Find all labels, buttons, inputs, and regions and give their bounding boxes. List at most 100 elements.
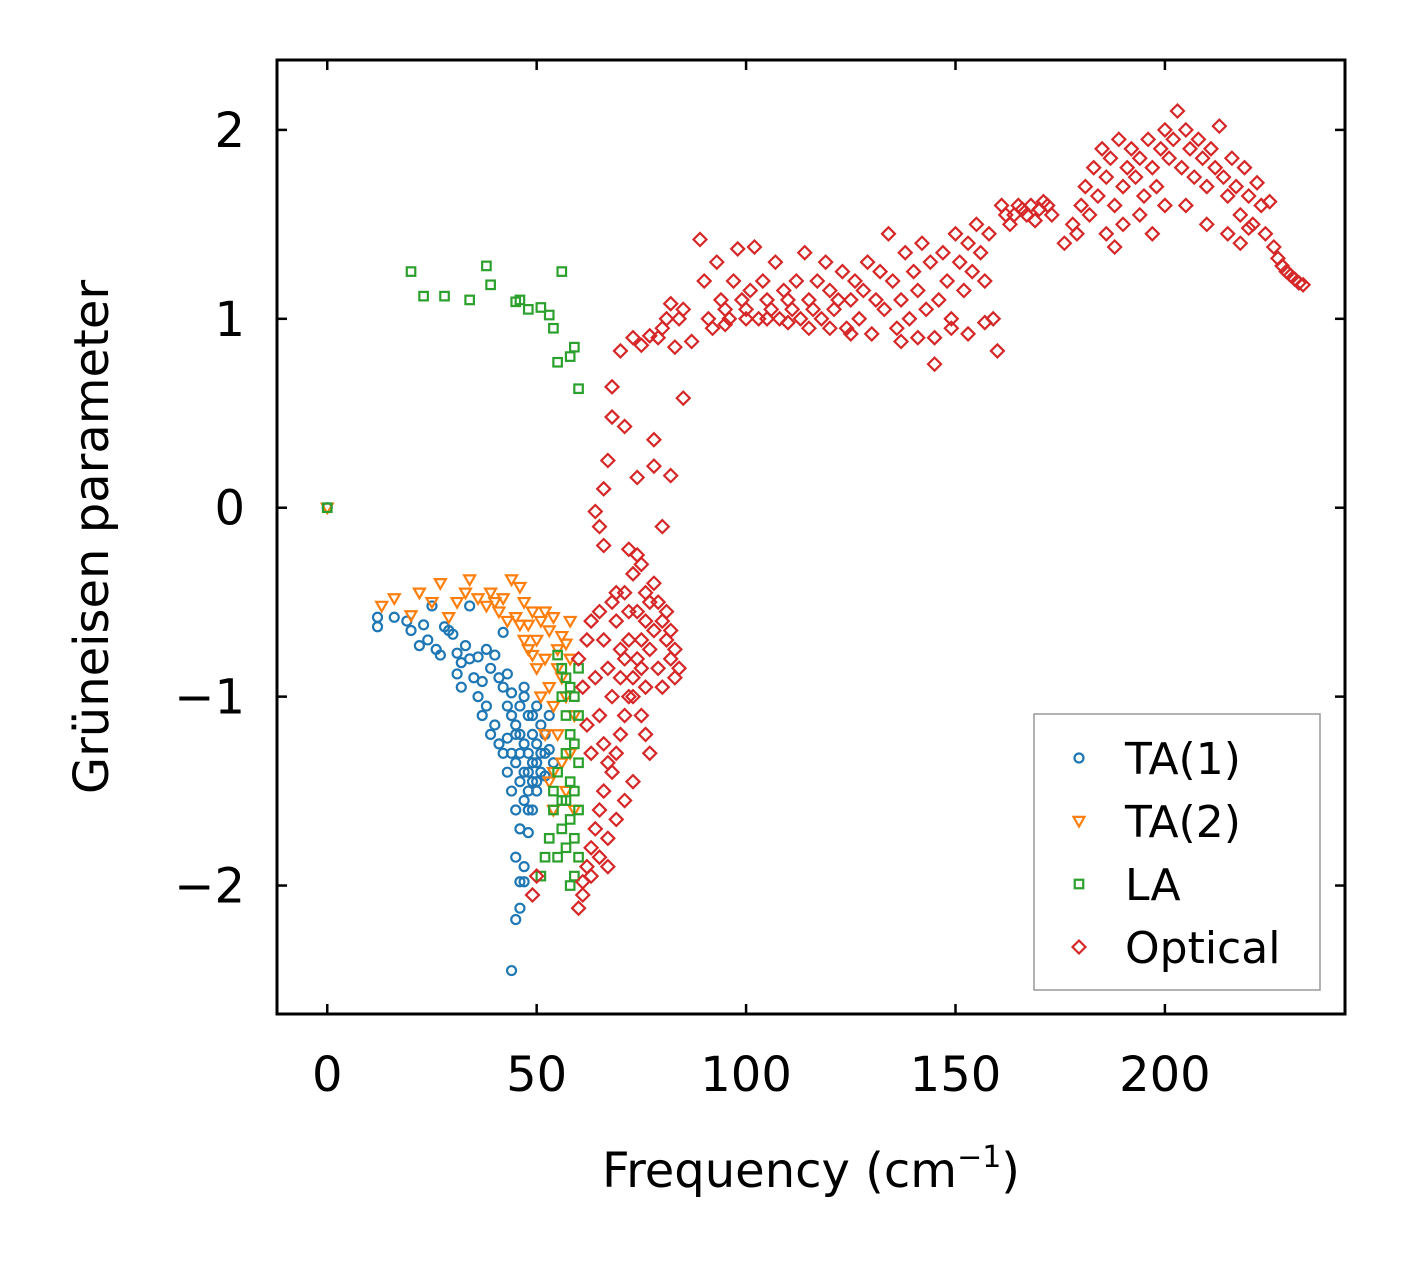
data-point <box>624 688 642 705</box>
data-point <box>541 625 557 639</box>
data-point <box>472 651 484 663</box>
data-point <box>528 868 545 885</box>
data-point <box>518 794 530 807</box>
data-point <box>620 631 637 649</box>
data-point <box>792 310 809 327</box>
data-point <box>501 668 513 680</box>
data-point <box>616 707 633 724</box>
data-point <box>1073 197 1090 214</box>
data-point <box>972 244 989 261</box>
data-point <box>599 754 616 771</box>
data-point <box>526 757 539 769</box>
data-point <box>1156 121 1173 138</box>
data-point <box>633 707 650 724</box>
data-point <box>633 556 650 573</box>
data-point <box>746 238 763 256</box>
data-point <box>493 738 505 750</box>
data-point <box>321 502 333 514</box>
data-point <box>529 634 545 648</box>
data-point <box>1211 118 1228 135</box>
data-point <box>738 310 755 327</box>
legend-marker <box>1070 938 1088 956</box>
data-point <box>476 709 488 722</box>
data-point <box>1265 238 1282 256</box>
data-point <box>564 681 576 693</box>
data-point <box>516 596 532 610</box>
data-point <box>574 873 591 890</box>
data-point <box>462 574 478 588</box>
data-point <box>522 747 534 759</box>
data-point <box>641 745 658 762</box>
data-point <box>583 839 600 856</box>
data-point <box>1295 276 1312 293</box>
legend-marker <box>1071 815 1087 829</box>
data-point <box>767 254 784 271</box>
data-point <box>1232 206 1249 223</box>
data-point <box>412 587 427 601</box>
data-point <box>526 804 539 816</box>
data-point <box>573 710 584 721</box>
data-point <box>510 913 522 926</box>
data-point <box>1106 238 1123 256</box>
data-point <box>526 728 539 741</box>
data-point <box>671 660 688 677</box>
data-point <box>526 709 539 722</box>
data-point <box>964 263 981 280</box>
data-point <box>464 294 476 306</box>
data-point <box>464 600 476 612</box>
data-point <box>451 647 463 659</box>
data-point <box>1140 131 1157 148</box>
data-point <box>1261 193 1278 210</box>
series-la <box>321 260 584 891</box>
data-point <box>1135 187 1153 205</box>
data-point <box>485 279 496 291</box>
data-point <box>570 650 587 667</box>
data-point <box>595 735 612 752</box>
data-point <box>574 886 591 904</box>
data-point <box>645 622 662 639</box>
data-point <box>725 272 742 290</box>
data-point <box>662 622 679 639</box>
data-point <box>447 628 459 640</box>
series-ta-1- <box>321 502 560 977</box>
y-tick-label: −2 <box>174 859 245 915</box>
data-point <box>510 719 522 731</box>
data-point <box>1089 187 1106 205</box>
data-point <box>708 254 725 271</box>
data-point <box>371 621 384 633</box>
data-point <box>1131 206 1148 223</box>
data-point <box>641 641 658 658</box>
data-point <box>537 653 553 667</box>
data-point <box>556 823 568 835</box>
data-point <box>867 291 884 308</box>
data-point <box>892 333 910 350</box>
data-point <box>526 776 539 788</box>
data-point <box>552 649 563 661</box>
legend-label: TA(2) <box>1124 797 1241 848</box>
data-point <box>859 254 876 271</box>
data-point <box>1240 220 1257 237</box>
data-point <box>504 574 519 588</box>
data-point <box>809 272 826 290</box>
data-point <box>418 290 429 302</box>
data-point <box>1131 150 1148 167</box>
data-point <box>637 613 654 630</box>
data-point <box>1202 140 1220 157</box>
data-point <box>550 729 566 743</box>
data-point <box>1215 169 1232 186</box>
data-point <box>1114 178 1132 195</box>
y-tick-label: 0 <box>214 481 245 537</box>
data-point <box>960 325 977 342</box>
data-point <box>650 594 667 611</box>
data-point <box>537 729 553 743</box>
data-point <box>548 804 559 816</box>
data-point <box>587 669 604 686</box>
data-point <box>821 320 838 337</box>
data-point <box>1114 216 1132 233</box>
data-point <box>516 634 532 648</box>
data-point <box>779 314 797 331</box>
data-point <box>989 342 1006 359</box>
data-point <box>449 596 465 610</box>
data-point <box>851 310 868 327</box>
data-point <box>533 691 549 705</box>
